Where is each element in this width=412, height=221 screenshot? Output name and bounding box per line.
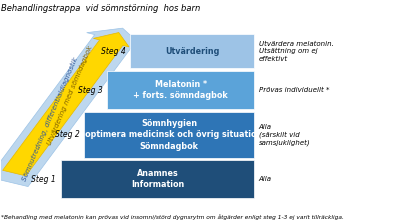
Text: Steg 3: Steg 3 xyxy=(78,86,103,95)
Text: Prövas individuellt *: Prövas individuellt * xyxy=(259,87,329,93)
Polygon shape xyxy=(2,32,129,176)
Text: Sömnutredning, differentialdiagnostik: Sömnutredning, differentialdiagnostik xyxy=(21,57,79,182)
Bar xyxy=(107,71,254,109)
Text: Steg 2: Steg 2 xyxy=(54,130,79,139)
Bar xyxy=(61,160,254,198)
Text: *Behandling med melatonin kan prövas vid insomni/störd dygnsrytm om åtgärder enl: *Behandling med melatonin kan prövas vid… xyxy=(1,215,344,220)
Text: Utvärdering: Utvärdering xyxy=(165,47,220,56)
Bar xyxy=(84,112,254,158)
Text: Steg 1: Steg 1 xyxy=(31,175,56,184)
Text: Utvärdering med sömndagbok: Utvärdering med sömndagbok xyxy=(47,45,94,146)
Text: Alla
(särskilt vid
samsjuklighet): Alla (särskilt vid samsjuklighet) xyxy=(259,124,311,146)
Text: Behandlingstrappa  vid sömnstörning  hos barn: Behandlingstrappa vid sömnstörning hos b… xyxy=(1,4,200,13)
Text: Alla: Alla xyxy=(259,176,272,182)
Text: Steg 4: Steg 4 xyxy=(101,47,126,56)
Text: Melatonin *
+ forts. sömndagbok: Melatonin * + forts. sömndagbok xyxy=(133,80,228,100)
Text: Sömnhygien
(+ optimera medicinsk och övrig situation)
Sömndagbok: Sömnhygien (+ optimera medicinsk och övr… xyxy=(72,119,266,151)
Text: Anamnes
Information: Anamnes Information xyxy=(131,169,184,189)
Text: Utvärdera melatonin.
Utsättning om ej
effektivt: Utvärdera melatonin. Utsättning om ej ef… xyxy=(259,41,334,62)
Bar xyxy=(130,34,254,68)
Polygon shape xyxy=(0,28,142,187)
